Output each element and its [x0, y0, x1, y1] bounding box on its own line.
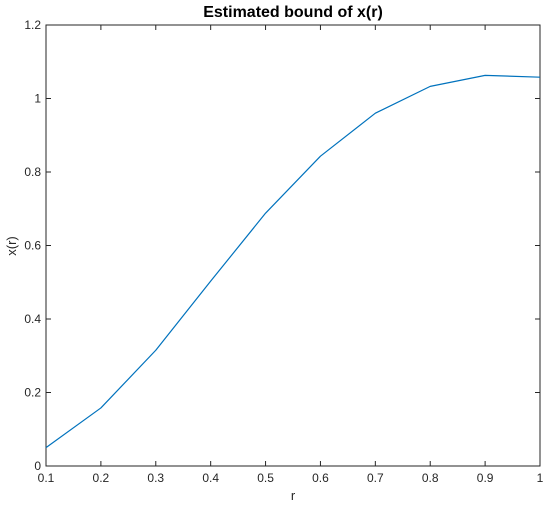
x-axis-label: r: [291, 488, 296, 503]
y-tick-label: 0.8: [24, 165, 41, 179]
plot-area-box: [45, 24, 541, 467]
x-ticks: 0.1 0.2 0.3 0.4 0.5 0.6 0.7 0.8 0.9 1: [38, 25, 544, 485]
x-tick-label: 0.6: [312, 471, 329, 485]
axes: [45, 24, 541, 467]
chart-title: Estimated bound of x(r): [203, 4, 383, 21]
y-tick-label: 0.2: [24, 386, 41, 400]
series-line: [45, 74, 541, 449]
y-tick-label: 0: [34, 459, 41, 473]
x-tick-label: 0.1: [38, 471, 55, 485]
x-tick-label: 0.4: [202, 471, 219, 485]
series-group: [45, 74, 541, 449]
y-axis-label: x(r): [4, 236, 19, 256]
x-tick-label: 0.9: [477, 471, 494, 485]
x-tick-label: 0.2: [93, 471, 110, 485]
x-tick-label: 1: [537, 471, 544, 485]
x-tick-label: 0.8: [422, 471, 439, 485]
x-tick-label: 0.5: [257, 471, 274, 485]
x-tick-label: 0.3: [147, 471, 164, 485]
y-tick-label: 0.6: [24, 239, 41, 253]
y-tick-label: 0.4: [24, 312, 41, 326]
y-tick-label: 1.2: [24, 18, 41, 32]
x-tick-label: 0.7: [367, 471, 384, 485]
y-ticks: 0 0.2 0.4 0.6 0.8 1 1.2: [24, 18, 540, 473]
y-tick-label: 1: [34, 92, 41, 106]
